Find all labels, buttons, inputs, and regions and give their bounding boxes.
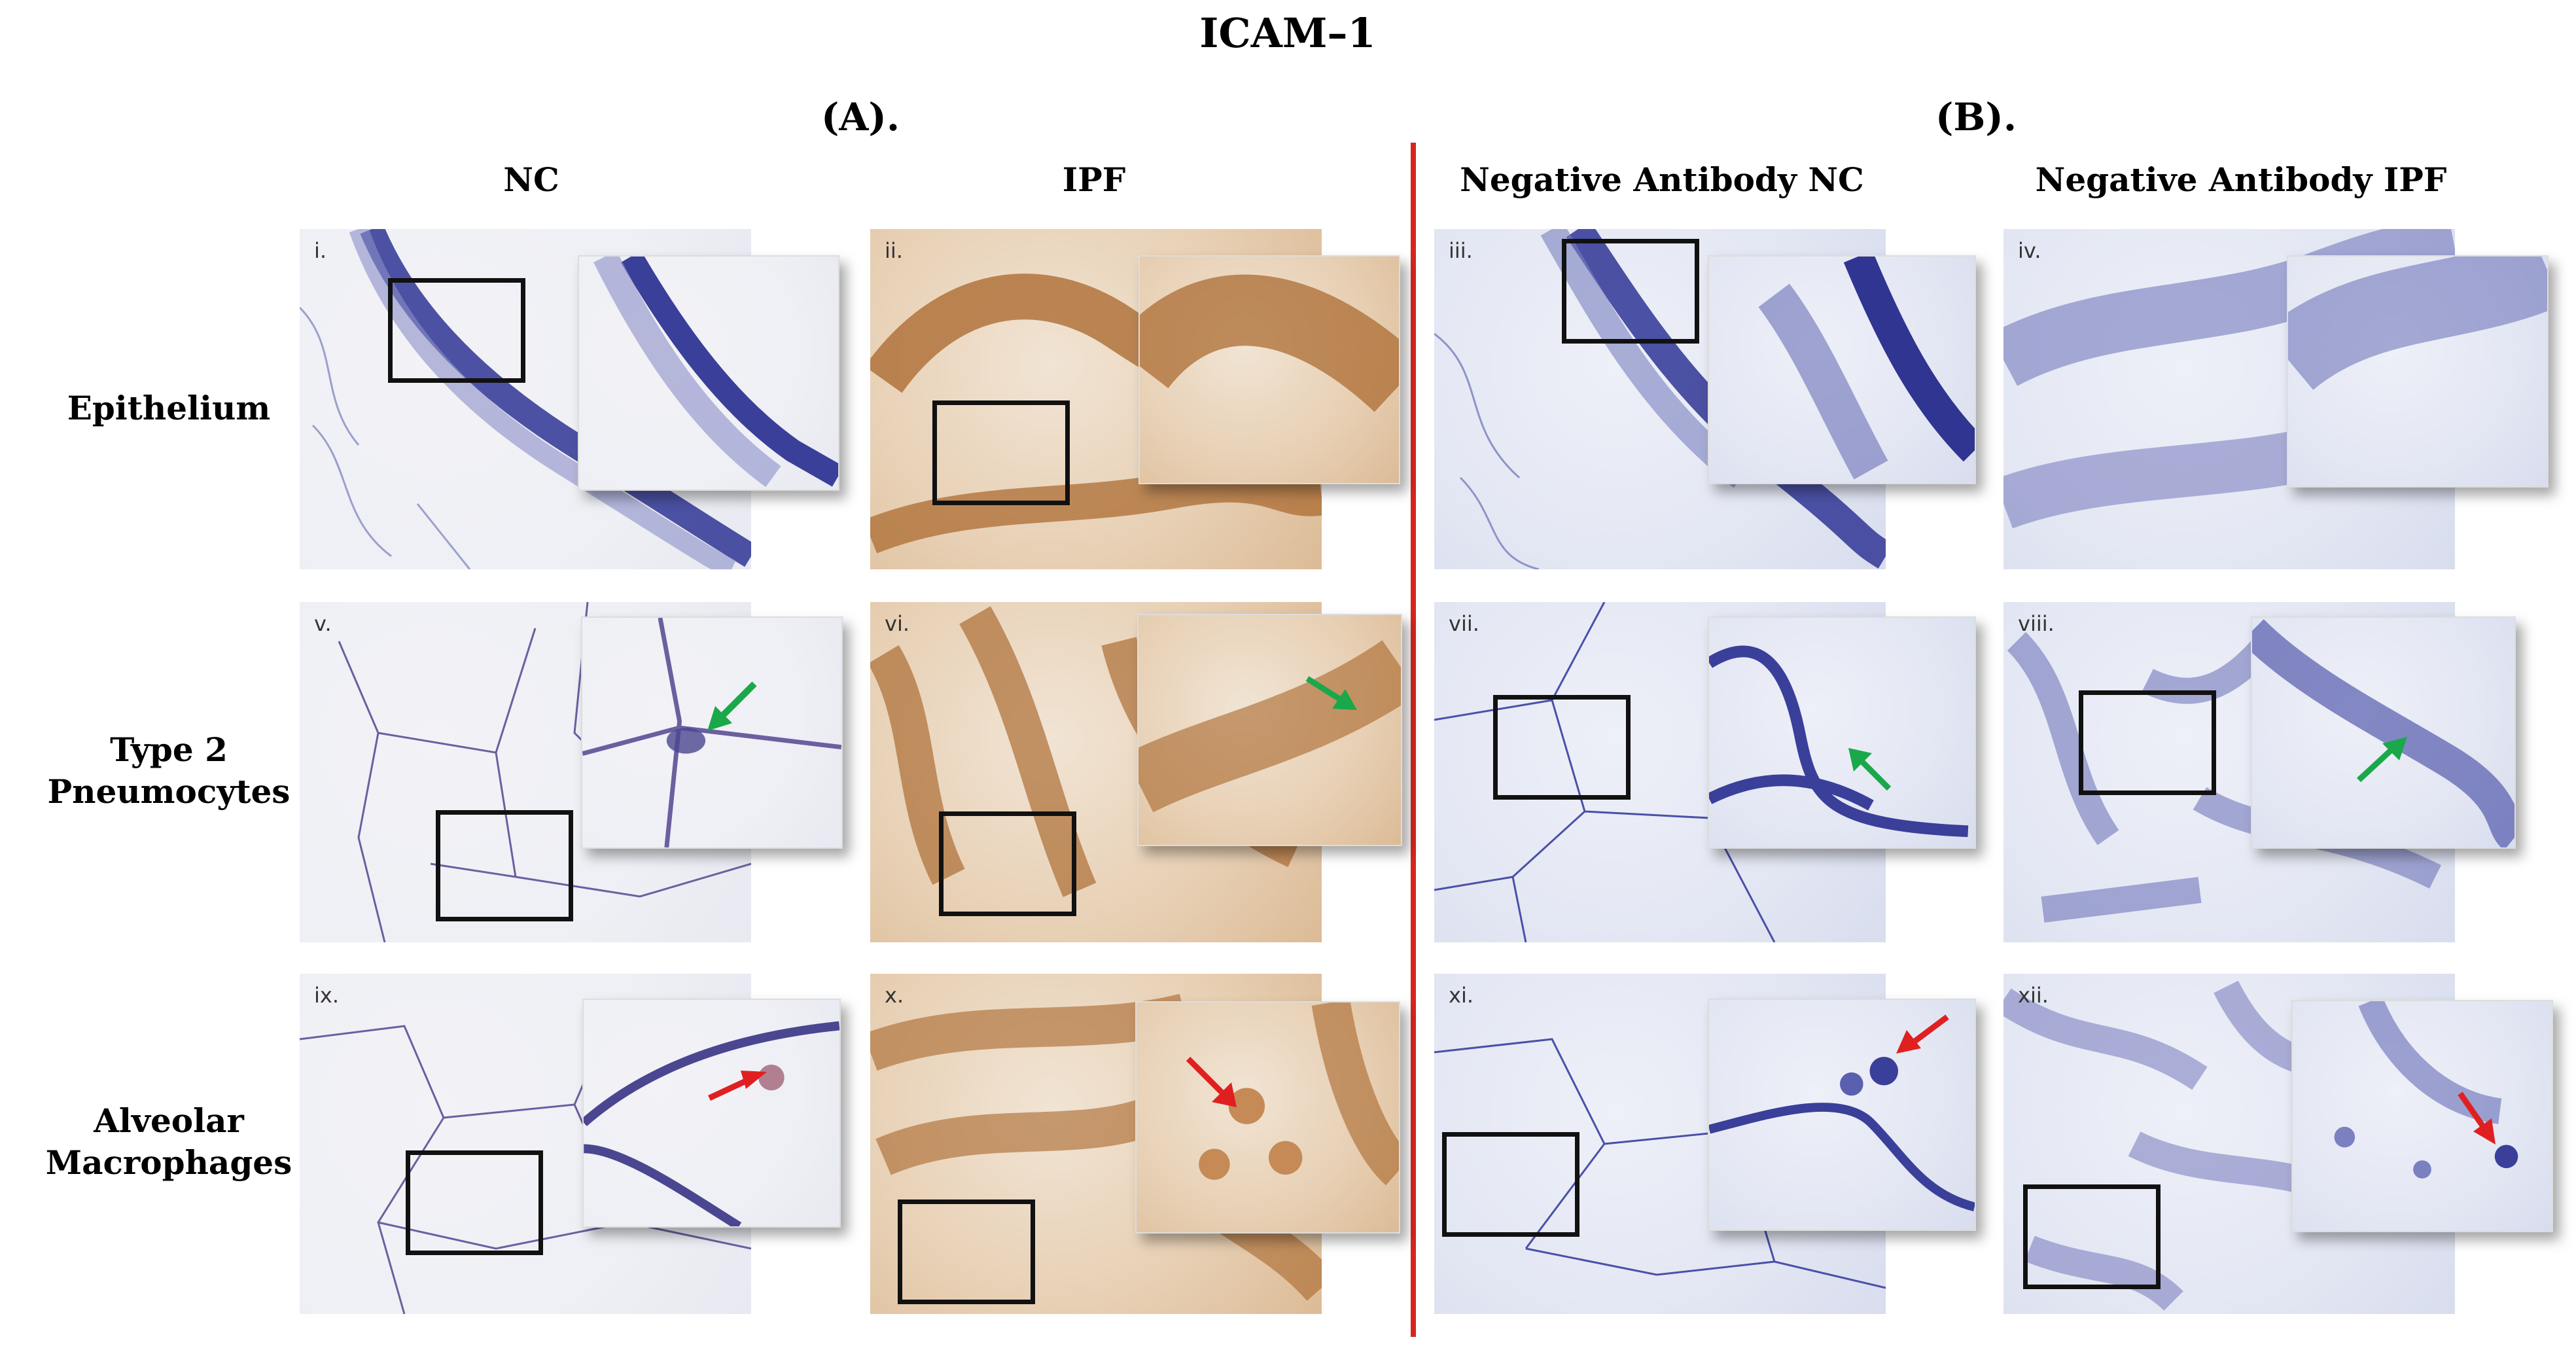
zoom-region-box (939, 811, 1076, 916)
row-label-type-2-pneumocytes: Type 2 Pneumocytes (47, 730, 291, 811)
green-arrow-icon (1305, 676, 1357, 710)
zoom-inset (2291, 1000, 2553, 1232)
zoom-inset (1135, 1001, 1400, 1234)
panel-v: v. (300, 602, 843, 942)
row-label-alveolar-macrophages: Alveolar Macrophages (45, 1101, 292, 1182)
zoom-inset (581, 616, 843, 849)
zoom-inset (1708, 255, 1976, 484)
panel-iv: iv. (2003, 229, 2549, 569)
panel-label: vii. (1449, 611, 1479, 636)
section-divider (1411, 143, 1416, 1337)
zoom-region-box (2023, 1184, 2161, 1289)
zoom-inset (2287, 255, 2549, 488)
zoom-inset (1708, 999, 1976, 1231)
panel-label: xii. (2018, 983, 2049, 1008)
zoom-region-box (436, 810, 573, 921)
row-label-epithelium: Epithelium (67, 389, 271, 427)
zoom-region-box (388, 278, 525, 383)
panel-vi: vi. (870, 602, 1402, 942)
red-arrow-icon (1186, 1056, 1237, 1107)
column-header-nc: NC (503, 160, 559, 199)
section-b-label: (B). (1935, 95, 2017, 139)
panel-vii: vii. (1434, 602, 1976, 942)
section-a-label: (A). (820, 95, 900, 139)
zoom-inset (1137, 614, 1402, 846)
panel-label: vi. (885, 611, 909, 636)
green-arrow-icon (707, 681, 757, 731)
zoom-inset (1138, 255, 1400, 484)
panel-label: iv. (2018, 238, 2041, 263)
zoom-inset (1708, 616, 1976, 849)
panel-label: x. (885, 983, 904, 1008)
column-header-ipf: IPF (1062, 160, 1126, 199)
red-arrow-icon (2458, 1092, 2496, 1145)
zoom-inset (2251, 616, 2516, 849)
zoom-region-box (406, 1150, 543, 1255)
green-arrow-icon (1848, 748, 1892, 791)
panel-label: ix. (314, 983, 339, 1008)
panel-label: ii. (885, 238, 903, 263)
zoom-region-box (932, 400, 1070, 505)
panel-viii: viii. (2003, 602, 2516, 942)
zoom-inset (578, 255, 839, 491)
zoom-region-box (1442, 1132, 1579, 1237)
zoom-inset (582, 999, 841, 1228)
column-header-negative-antibody-ipf: Negative Antibody IPF (2035, 160, 2447, 199)
panel-xi: xi. (1434, 974, 1976, 1314)
panel-label: iii. (1449, 238, 1473, 263)
column-header-negative-antibody-nc: Negative Antibody NC (1460, 160, 1864, 199)
figure-title: ICAM–1 (1199, 9, 1376, 57)
zoom-region-box (1493, 695, 1631, 800)
panel-ii: ii. (870, 229, 1400, 569)
panel-label: v. (314, 611, 332, 636)
panel-label: viii. (2018, 611, 2055, 636)
red-arrow-icon (1896, 1014, 1949, 1054)
red-arrow-icon (708, 1071, 767, 1101)
panel-xii: xii. (2003, 974, 2553, 1314)
panel-ix: ix. (300, 974, 841, 1314)
zoom-region-box (2079, 690, 2216, 795)
panel-i: i. (300, 229, 839, 569)
zoom-region-box (898, 1199, 1035, 1304)
green-arrow-icon (2356, 737, 2407, 783)
panel-iii: iii. (1434, 229, 1976, 569)
zoom-region-box (1562, 239, 1699, 344)
panel-x: x. (870, 974, 1400, 1314)
panel-label: xi. (1449, 983, 1473, 1008)
panel-label: i. (314, 238, 327, 263)
